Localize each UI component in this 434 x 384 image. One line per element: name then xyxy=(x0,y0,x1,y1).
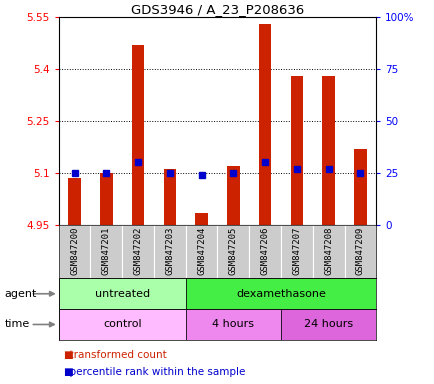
Text: transformed count: transformed count xyxy=(63,350,167,360)
Bar xyxy=(185,278,375,309)
Bar xyxy=(227,166,239,225)
Text: 4 hours: 4 hours xyxy=(212,319,254,329)
Text: GSM847208: GSM847208 xyxy=(323,226,332,275)
Text: GSM847204: GSM847204 xyxy=(197,226,206,275)
Text: GSM847203: GSM847203 xyxy=(165,226,174,275)
Bar xyxy=(353,149,366,225)
Text: percentile rank within the sample: percentile rank within the sample xyxy=(63,367,245,377)
Title: GDS3946 / A_23_P208636: GDS3946 / A_23_P208636 xyxy=(131,3,303,16)
Text: GSM847200: GSM847200 xyxy=(70,226,79,275)
Text: GSM847202: GSM847202 xyxy=(133,226,142,275)
Text: untreated: untreated xyxy=(95,289,149,299)
Bar xyxy=(122,225,154,278)
Bar xyxy=(280,309,375,340)
Bar xyxy=(100,173,112,225)
Text: 24 hours: 24 hours xyxy=(303,319,352,329)
Text: GSM847201: GSM847201 xyxy=(102,226,111,275)
Bar xyxy=(312,225,344,278)
Bar xyxy=(258,24,271,225)
Bar xyxy=(68,178,81,225)
Bar xyxy=(59,309,185,340)
Text: GSM847209: GSM847209 xyxy=(355,226,364,275)
Bar xyxy=(217,225,249,278)
Bar xyxy=(90,225,122,278)
Bar xyxy=(344,225,375,278)
Text: GSM847206: GSM847206 xyxy=(260,226,269,275)
Bar xyxy=(195,212,207,225)
Bar xyxy=(290,76,302,225)
Text: dexamethasone: dexamethasone xyxy=(236,289,325,299)
Text: control: control xyxy=(103,319,141,329)
Bar xyxy=(163,169,176,225)
Bar xyxy=(280,225,312,278)
Bar xyxy=(154,225,185,278)
Text: ■: ■ xyxy=(63,350,72,360)
Bar xyxy=(59,278,185,309)
Text: GSM847207: GSM847207 xyxy=(292,226,301,275)
Text: ■: ■ xyxy=(63,367,72,377)
Bar xyxy=(185,309,280,340)
Text: GSM847205: GSM847205 xyxy=(228,226,237,275)
Text: time: time xyxy=(4,319,30,329)
Bar xyxy=(322,76,334,225)
Bar xyxy=(59,225,90,278)
Bar xyxy=(185,225,217,278)
Bar xyxy=(132,45,144,225)
Text: agent: agent xyxy=(4,289,36,299)
Bar xyxy=(249,225,280,278)
